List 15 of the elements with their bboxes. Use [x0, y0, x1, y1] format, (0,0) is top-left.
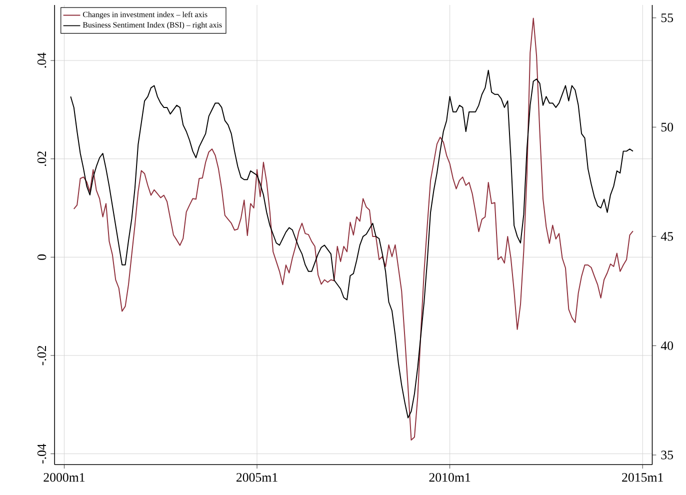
x-tick-label: 2000m1: [44, 472, 85, 482]
y-tick-label: 0: [37, 254, 46, 260]
y2-tick-label: 50: [661, 122, 674, 132]
y-tick-label: -.04: [37, 444, 46, 464]
y2-tick-label: 40: [660, 341, 674, 350]
y2-tick-label: 35: [661, 450, 674, 460]
y-tick-label: .04: [37, 52, 46, 68]
x-tick-label: 2005m1: [236, 472, 278, 482]
x-tick-label: 2015m1: [622, 472, 663, 482]
y-tick-label: -.02: [37, 346, 46, 365]
line-series: [73, 18, 634, 440]
y-tick-label: .02: [37, 151, 46, 166]
y2-tick-label: 55: [661, 13, 674, 22]
y2-tick-label: 45: [660, 232, 674, 241]
x-tick-label: 2010m1: [429, 472, 470, 482]
